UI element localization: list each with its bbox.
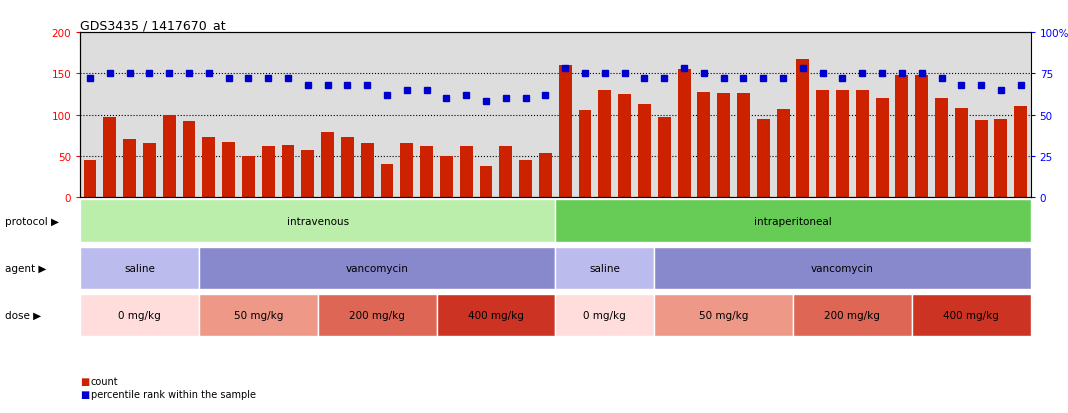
Bar [737,94,750,197]
Bar [519,161,532,197]
Bar [80,294,199,336]
Bar [618,95,631,197]
Bar [282,146,295,197]
Bar [655,247,1031,289]
Text: 200 mg/kg: 200 mg/kg [824,310,880,320]
Bar [183,122,195,197]
Bar [143,144,156,197]
Bar [638,104,650,197]
Bar [936,99,948,197]
Text: saline: saline [124,263,155,273]
Text: saline: saline [590,263,621,273]
Bar [757,119,770,197]
Text: ■: ■ [80,389,90,399]
Bar [697,92,710,197]
Bar [202,138,216,197]
Bar [718,94,731,197]
Bar [199,294,317,336]
Bar [915,76,928,197]
Text: GDS3435 / 1417670_at: GDS3435 / 1417670_at [80,19,225,32]
Bar [242,157,255,197]
Text: protocol ▶: protocol ▶ [5,216,60,226]
Text: 200 mg/kg: 200 mg/kg [349,310,405,320]
Bar [341,138,354,197]
Text: percentile rank within the sample: percentile rank within the sample [91,389,255,399]
Bar [876,99,889,197]
Text: 0 mg/kg: 0 mg/kg [583,310,626,320]
Text: vancomycin: vancomycin [346,263,409,273]
Bar [816,90,829,197]
Bar [80,247,199,289]
Bar [655,294,792,336]
Text: ■: ■ [80,376,90,386]
Text: 0 mg/kg: 0 mg/kg [119,310,161,320]
Bar [975,121,988,197]
Bar [658,118,671,197]
Bar [361,144,374,197]
Bar [579,111,592,197]
Bar [776,109,789,197]
Text: vancomycin: vancomycin [811,263,874,273]
Bar [460,147,473,197]
Text: 400 mg/kg: 400 mg/kg [943,310,1000,320]
Bar [222,142,235,197]
Bar [895,76,909,197]
Bar [539,154,552,197]
Bar [400,144,413,197]
Bar [500,147,513,197]
Bar [420,147,434,197]
Bar [317,294,437,336]
Bar [555,200,1031,242]
Bar [162,115,175,197]
Bar [123,140,136,197]
Bar [321,133,334,197]
Text: dose ▶: dose ▶ [5,310,42,320]
Bar [262,147,274,197]
Text: intraperitoneal: intraperitoneal [754,216,832,226]
Bar [437,294,555,336]
Bar [104,118,116,197]
Text: 50 mg/kg: 50 mg/kg [234,310,283,320]
Text: agent ▶: agent ▶ [5,263,47,273]
Bar [559,66,571,197]
Bar [555,247,655,289]
Bar [994,119,1007,197]
Bar [955,109,968,197]
Bar [380,165,393,197]
Bar [1015,107,1027,197]
Bar [598,90,611,197]
Bar [555,294,655,336]
Bar [83,161,96,197]
Bar [912,294,1031,336]
Bar [80,200,555,242]
Bar [677,70,691,197]
Text: 50 mg/kg: 50 mg/kg [698,310,749,320]
Bar [836,90,849,197]
Text: intravenous: intravenous [286,216,349,226]
Bar [480,166,492,197]
Bar [855,90,868,197]
Text: 400 mg/kg: 400 mg/kg [468,310,524,320]
Bar [199,247,555,289]
Bar [797,60,810,197]
Bar [792,294,912,336]
Text: count: count [91,376,119,386]
Bar [301,151,314,197]
Bar [440,157,453,197]
